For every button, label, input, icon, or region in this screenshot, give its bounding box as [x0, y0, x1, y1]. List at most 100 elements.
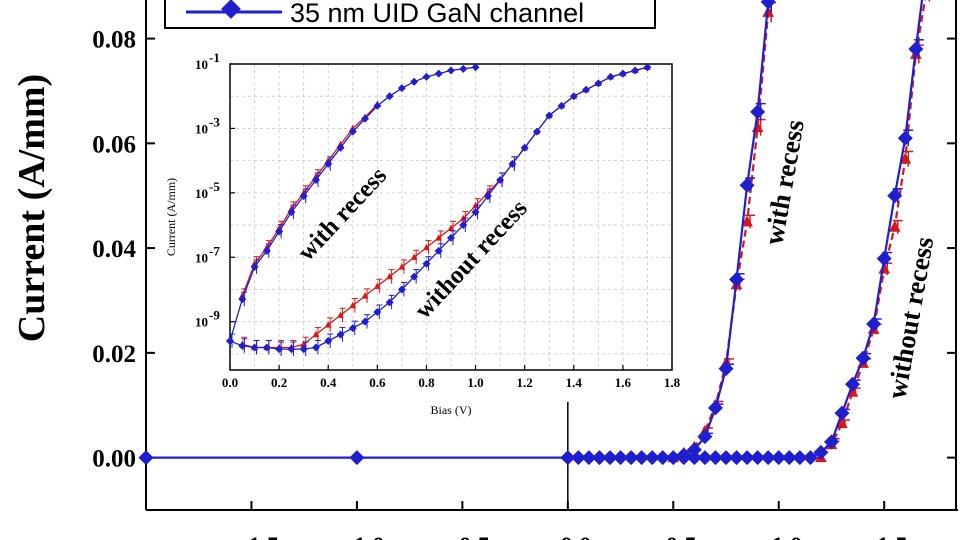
inset-diamond-point — [422, 259, 431, 268]
main-diamond-point — [729, 272, 745, 288]
inset-diamond-point — [250, 343, 259, 352]
main-triangle-point — [888, 220, 901, 232]
inset-series — [226, 63, 652, 357]
main-diamond-point — [760, 450, 776, 466]
inset-frame — [229, 63, 673, 371]
inset-diamond-point — [311, 343, 320, 352]
inset-diamond-point — [385, 298, 394, 307]
main-diamond-point — [686, 442, 702, 458]
inset-diamond-point — [606, 72, 615, 81]
inset-diamond-point — [336, 143, 345, 152]
main-diamond-point — [655, 450, 671, 466]
inset-diamond-point — [299, 192, 308, 201]
main-diamond-point — [676, 450, 692, 466]
inset-x-tick-label: 0.4 — [320, 375, 337, 390]
main-diamond-point — [897, 130, 913, 146]
main-diamond-point — [718, 450, 734, 466]
main-triangle-point — [899, 152, 912, 164]
main-diamond-point — [718, 361, 734, 377]
inset-x-tick-label: 0.2 — [271, 375, 287, 390]
inset-y-tick-exponent: -7 — [209, 243, 220, 258]
inset-diamond-point — [287, 345, 296, 354]
inset-triangle-point — [410, 253, 418, 260]
inset-y-tick-exponent: -5 — [209, 179, 220, 194]
inset-diamond-point — [324, 159, 333, 168]
inset-triangle-point — [337, 311, 344, 318]
inset-ticks: 0.0 0.2 0.4 0.6 0.8 1.0 1.2 1.4 1.6 1.810-110-310… — [195, 50, 681, 390]
main-diamond-point — [707, 450, 723, 466]
inset-triangle-point — [349, 301, 357, 309]
main-x-tick-label: -1.5 — [240, 533, 280, 540]
main-diamond-point — [866, 316, 882, 332]
inset-diamond-point — [361, 114, 370, 123]
main-plot-ticks: 0.00 0.02 0.04 0.06 0.08 -1.5 -1.0 -0.5 0.0 0.5 1.… — [92, 27, 956, 540]
main-diamond-point — [349, 450, 365, 466]
inset-diamond-point — [434, 69, 443, 78]
inset-diamond-point — [471, 63, 480, 72]
inset-diamond-point — [520, 143, 529, 152]
inset-diamond-point — [275, 227, 284, 236]
main-plot: 0.00 0.02 0.04 0.06 0.08 -1.5 -1.0 -0.5 0.0 0.5 1.… — [92, 0, 958, 540]
inset-triangle-point — [324, 321, 332, 328]
main-diamond-point — [876, 251, 892, 267]
inset-diamond-point — [631, 66, 640, 75]
inset-diamond-point — [262, 343, 271, 352]
main-diamond-point — [792, 450, 808, 466]
inset-diamond-point — [361, 317, 370, 326]
main-triangle-point — [741, 215, 753, 227]
inset-diamond-point — [262, 246, 271, 255]
main-y-tick-label: 0.00 — [92, 446, 136, 473]
main-x-tick-label: 1.5 — [877, 533, 908, 540]
inset-grid — [230, 64, 672, 370]
inset-y-tick-label: 10 — [195, 315, 208, 330]
main-diamond-point — [813, 444, 829, 460]
inset-diamond-point — [250, 262, 259, 271]
inset-diamond-point — [483, 192, 492, 201]
main-diamond-point — [697, 429, 713, 445]
main-diamond-point — [686, 450, 702, 466]
inset-diamond-point — [434, 246, 443, 255]
inset-y-tick-label: 10 — [195, 186, 208, 201]
main-x-tick-label: 0.5 — [666, 533, 697, 540]
inset-diamond-point — [348, 324, 357, 333]
main-diamond-point — [760, 0, 776, 10]
inset-diamond-point — [348, 127, 357, 136]
inset-triangle-point — [435, 234, 443, 241]
inset-diamond-point — [385, 92, 394, 101]
inset-y-tick-exponent: -1 — [209, 50, 220, 65]
main-plot-series — [138, 0, 931, 466]
main-diamond-point — [771, 450, 787, 466]
inset-triangle-point — [361, 292, 369, 299]
main-y-tick-label: 0.02 — [92, 341, 136, 368]
inset-x-tick-label: 0.8 — [418, 375, 435, 390]
main-x-tick-label: -0.5 — [451, 533, 491, 540]
inset-x-tick-label: 1.6 — [615, 375, 632, 390]
inset-diamond-point — [410, 77, 419, 86]
inset-diamond-point — [410, 272, 419, 281]
inset-diamond-point — [226, 337, 234, 346]
main-diamond-point — [602, 450, 618, 466]
main-diamond-point — [908, 41, 924, 57]
inset-diamond-point — [459, 64, 468, 73]
main-diamond-point — [581, 450, 597, 466]
inset-diamond-point — [397, 84, 406, 93]
inset-diamond-point — [508, 159, 517, 168]
main-diamond-point — [739, 450, 755, 466]
inset-diamond-point — [397, 285, 406, 294]
main-diamond-point — [570, 450, 586, 466]
inset-diamond-point — [447, 66, 455, 75]
main-x-tick-label: -1.0 — [345, 533, 385, 540]
inset-triangle-point — [373, 282, 381, 289]
inset-diamond-point — [373, 308, 382, 317]
inset-diamond-point — [532, 127, 541, 136]
main-diamond-point — [644, 450, 660, 466]
inset-diamond-point — [275, 345, 284, 354]
inset-diamond-point — [311, 175, 320, 184]
inset-x-tick-label: 0.0 — [222, 375, 238, 390]
main-diamond-point — [855, 350, 871, 366]
main-diamond-point — [560, 450, 576, 466]
legend: 35 nm UID GaN channel — [164, 0, 656, 29]
inset-y-tick-label: 10 — [195, 57, 208, 72]
legend-label: 35 nm UID GaN channel — [290, 0, 584, 28]
